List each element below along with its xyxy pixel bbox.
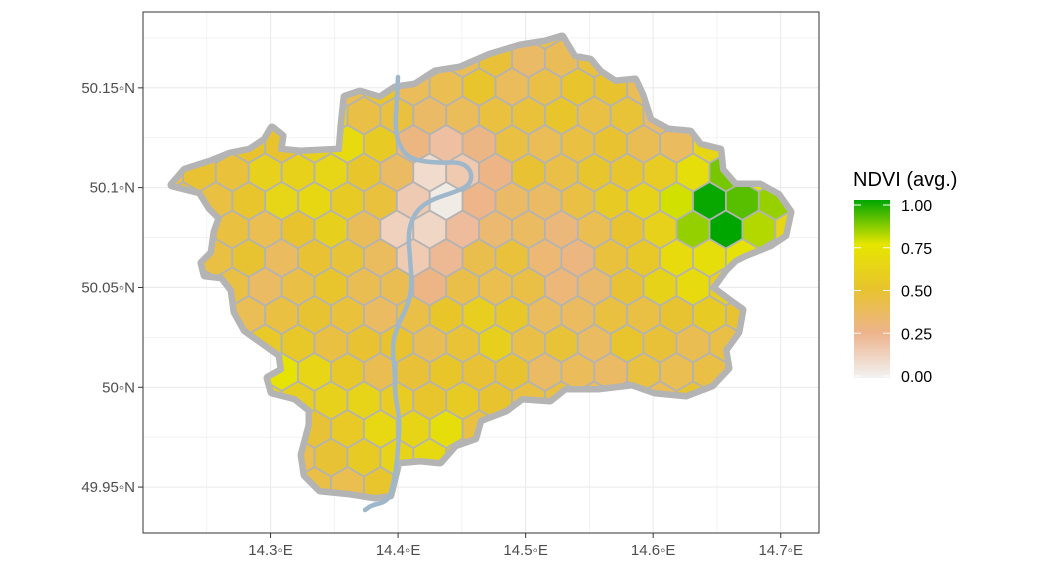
y-axis: 49.95◦N 50◦N 50.05◦N 50.1◦N 50.15◦N: [81, 80, 143, 496]
legend-colorbar: [854, 200, 890, 378]
x-tick-label: 14.7◦E: [758, 542, 803, 559]
legend-label: 0.75: [901, 241, 932, 258]
prague-boundary-outline: [170, 35, 792, 499]
legend-label: 1.00: [901, 198, 932, 215]
x-axis: 14.3◦E 14.4◦E 14.5◦E 14.6◦E 14.7◦E: [248, 533, 803, 559]
x-tick-label: 14.6◦E: [631, 542, 676, 559]
y-tick-label: 50◦N: [102, 379, 135, 396]
legend-title: NDVI (avg.): [853, 169, 957, 191]
legend: NDVI (avg.) 1.00 0.75 0.50 0.25 0.00: [853, 169, 957, 386]
y-tick-label: 49.95◦N: [81, 479, 135, 496]
x-tick-label: 14.5◦E: [503, 542, 548, 559]
x-tick-label: 14.4◦E: [376, 542, 421, 559]
x-tick-label: 14.3◦E: [248, 542, 293, 559]
legend-label: 0.25: [901, 326, 932, 343]
vltava-river: [362, 74, 474, 513]
y-tick-label: 50.15◦N: [81, 80, 135, 97]
y-tick-label: 50.1◦N: [90, 180, 135, 197]
y-tick-label: 50.05◦N: [81, 279, 135, 296]
legend-label: 0.50: [901, 284, 932, 301]
legend-label: 0.00: [901, 369, 932, 386]
panel-border: [142, 11, 820, 534]
